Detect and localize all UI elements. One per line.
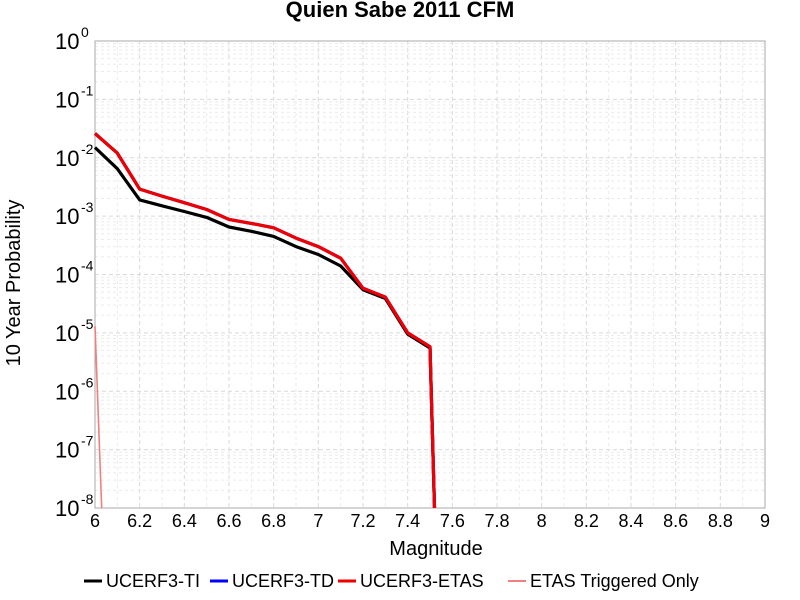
series-line-3 [94, 326, 103, 509]
x-tick-label: 7.4 [395, 511, 420, 531]
y-tick-label: 10 [55, 29, 79, 54]
series-line-2 [93, 132, 437, 509]
legend-label: ETAS Triggered Only [530, 571, 699, 591]
y-tick-label: 10 [55, 146, 79, 171]
legend-label: UCERF3-TI [106, 571, 200, 591]
y-tick-label: 10 [55, 496, 79, 521]
legend-label: UCERF3-TD [232, 571, 334, 591]
x-tick-label: 7 [313, 511, 323, 531]
y-tick-exponent: -8 [81, 491, 94, 507]
x-tick-label: 6.8 [261, 511, 286, 531]
y-tick-label: 10 [55, 321, 79, 346]
y-tick-exponent: -2 [81, 141, 94, 157]
chart-title: Quien Sabe 2011 CFM [286, 0, 515, 22]
grid [94, 40, 766, 509]
x-tick-label: 9 [760, 511, 770, 531]
x-axis-label: Magnitude [389, 538, 482, 560]
y-axis-label: 10 Year Probability [3, 200, 25, 367]
x-tick-label: 8.6 [663, 511, 688, 531]
x-tick-label: 6 [90, 511, 100, 531]
x-tick-label: 8.4 [618, 511, 643, 531]
y-tick-label: 10 [55, 263, 79, 288]
y-tick-label: 10 [55, 204, 79, 229]
x-ticks: 6 6.2 6.4 6.6 6.8 7 7.2 7.4 7.6 7.8 8 8.2 8.4 8.6 8.8 9 [90, 511, 770, 531]
y-tick-exponent: 0 [81, 24, 89, 40]
series-line-0 [93, 146, 437, 509]
x-tick-label: 7.6 [440, 511, 465, 531]
legend: UCERF3-TI UCERF3-TD UCERF3-ETAS ETAS Trigge… [84, 571, 699, 591]
x-tick-label: 6.6 [216, 511, 241, 531]
y-tick-exponent: -1 [81, 82, 94, 98]
y-tick-label: 10 [55, 379, 79, 404]
x-tick-label: 8.2 [574, 511, 599, 531]
y-tick-exponent: -7 [81, 433, 94, 449]
x-tick-label: 7.2 [350, 511, 375, 531]
x-tick-label: 8.8 [708, 511, 733, 531]
x-tick-label: 8 [537, 511, 547, 531]
y-tick-label: 10 [55, 438, 79, 463]
y-tick-exponent: -3 [81, 199, 94, 215]
y-tick-exponent: -4 [81, 258, 94, 274]
legend-label: UCERF3-ETAS [360, 571, 484, 591]
plot-area [94, 40, 766, 509]
y-tick-exponent: -5 [81, 316, 94, 332]
series-layer [93, 132, 437, 509]
x-tick-label: 6.4 [172, 511, 197, 531]
x-tick-label: 7.8 [484, 511, 509, 531]
y-tick-exponent: -6 [81, 374, 94, 390]
x-tick-label: 6.2 [127, 511, 152, 531]
y-tick-label: 10 [55, 87, 79, 112]
